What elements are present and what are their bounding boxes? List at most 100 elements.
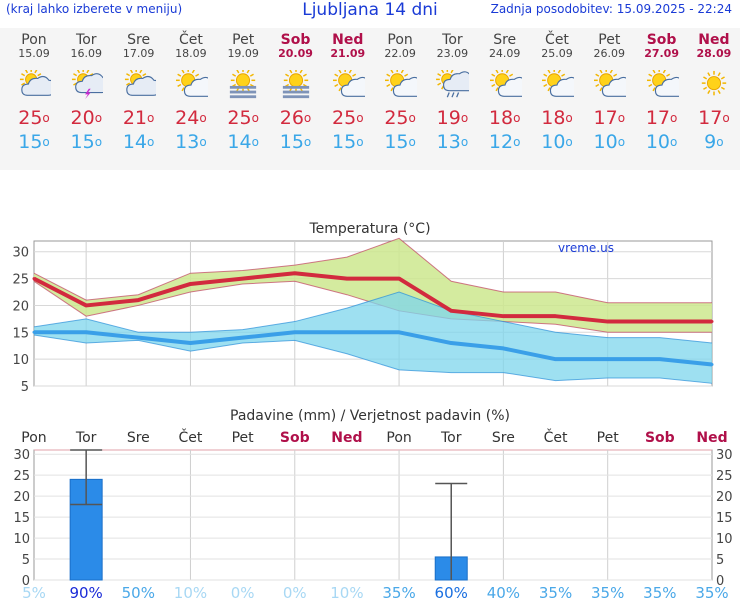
sun-cloud-icon xyxy=(594,70,627,97)
temp-min-value: 12 xyxy=(488,131,514,153)
temp-min-value: 15 xyxy=(279,131,304,153)
probability-label: 50% xyxy=(122,584,155,600)
temp-min: 15o xyxy=(384,131,416,153)
temp-min: 10o xyxy=(593,131,626,153)
temp-min: 13o xyxy=(436,131,469,153)
temp-max: 26o xyxy=(279,107,312,129)
temp-max-value: 25 xyxy=(227,107,252,129)
chart-title: Padavine (mm) / Verjetnost padavin (%) xyxy=(230,408,510,424)
y-tick-label-left: 25 xyxy=(13,469,30,484)
day-name: Ned xyxy=(698,32,730,48)
temp-min: 10o xyxy=(645,131,678,153)
probability-label: 35% xyxy=(695,584,728,600)
temp-max: 19o xyxy=(436,107,469,129)
chart-title: Temperatura (°C) xyxy=(308,221,430,237)
x-tick-label: Sre xyxy=(492,430,515,446)
temp-point xyxy=(658,320,662,324)
temp-min: 15o xyxy=(279,131,312,153)
y-tick-label: 5 xyxy=(21,380,29,395)
min-range-band xyxy=(34,292,712,384)
cloudy-sun-icon xyxy=(124,70,156,96)
temp-max-value: 19 xyxy=(436,107,461,129)
day-column[interactable]: Tor 23.09 19o 13o xyxy=(426,28,478,154)
day-name: Čet xyxy=(545,32,569,48)
temp-max-value: 18 xyxy=(541,107,566,129)
x-tick-label: Sob xyxy=(280,430,310,446)
day-column[interactable]: Pon 22.09 25o 15o xyxy=(374,28,426,154)
temp-point xyxy=(449,309,453,313)
temp-max: 17o xyxy=(645,107,678,129)
day-column[interactable]: Sob 27.09 17o 10o xyxy=(636,28,688,154)
y-tick-label-left: 0 xyxy=(22,574,30,589)
day-column[interactable]: Ned 21.09 25o 15o xyxy=(322,28,374,154)
x-tick-label: Čet xyxy=(544,428,568,446)
day-date: 22.09 xyxy=(384,47,416,60)
day-column[interactable]: Sre 17.09 21o 14o xyxy=(113,28,165,154)
watermark: vreme.us xyxy=(558,241,614,255)
temp-point xyxy=(345,330,349,334)
menu-hint[interactable]: (kraj lahko izberete v meniju) xyxy=(6,2,183,16)
y-tick-label-right: 0 xyxy=(716,574,724,589)
temp-point xyxy=(397,277,401,281)
day-date: 16.09 xyxy=(70,47,103,60)
sun-cloud-icon xyxy=(646,70,679,97)
temp-point xyxy=(188,341,192,345)
probability-label: 35% xyxy=(591,584,624,600)
temp-min-value: 9 xyxy=(704,131,717,153)
day-column[interactable]: Sob 20.09 26o 15o xyxy=(270,28,322,154)
day-name: Tor xyxy=(76,32,97,48)
temp-max: 25o xyxy=(384,107,416,129)
x-tick-label: Sre xyxy=(127,430,150,446)
sun-cloud-icon xyxy=(489,70,522,97)
day-name: Sob xyxy=(280,32,311,48)
probability-label: 10% xyxy=(330,584,363,600)
day-column[interactable]: Čet 25.09 18o 10o xyxy=(531,28,583,154)
day-column[interactable]: Pet 19.09 25o 14o xyxy=(217,28,269,154)
day-column[interactable]: Sre 24.09 18o 12o xyxy=(479,28,531,154)
x-tick-label: Čet xyxy=(179,428,203,446)
probability-label: 0% xyxy=(231,584,255,600)
probability-label: 35% xyxy=(539,584,572,600)
x-tick-label: Ned xyxy=(696,430,727,446)
sun-fog-icon xyxy=(282,70,309,99)
temp-point xyxy=(84,330,88,334)
header-bar: (kraj lahko izberete v meniju) Ljubljana… xyxy=(0,0,740,22)
last-updated: Zadnja posodobitev: 15.09.2025 - 22:24 xyxy=(490,2,732,16)
day-column[interactable]: Ned 28.09 17o 9o xyxy=(688,28,740,154)
sun-rain-icon xyxy=(436,70,470,98)
y-tick-label-right: 30 xyxy=(716,448,733,463)
temp-point xyxy=(449,341,453,345)
day-column[interactable]: Pet 26.09 17o 10o xyxy=(583,28,635,154)
y-tick-label: 10 xyxy=(12,353,29,368)
day-date: 17.09 xyxy=(122,47,155,60)
y-tick-label-right: 5 xyxy=(716,553,724,568)
temp-point xyxy=(397,330,401,334)
temp-min-value: 13 xyxy=(175,131,200,153)
y-tick-label: 20 xyxy=(12,299,29,314)
temp-max-value: 25 xyxy=(384,107,409,129)
day-name: Pet xyxy=(232,32,255,48)
temp-max-value: 26 xyxy=(279,107,304,129)
temp-point xyxy=(606,357,610,361)
temp-min-value: 10 xyxy=(645,131,671,153)
x-tick-label: Pet xyxy=(597,430,620,446)
x-tick-label: Tor xyxy=(75,430,97,446)
day-column[interactable]: Tor 16.09 20o 15o xyxy=(60,28,112,154)
temp-point xyxy=(501,314,505,318)
day-date: 19.09 xyxy=(227,47,259,60)
temp-min-value: 14 xyxy=(122,131,148,153)
probability-label: 60% xyxy=(435,584,468,600)
day-column[interactable]: Čet 18.09 24o 13o xyxy=(165,28,217,154)
probability-label: 10% xyxy=(174,584,207,600)
precipitation-chart: Padavine (mm) / Verjetnost padavin (%) Po… xyxy=(13,408,733,600)
temp-min: 12o xyxy=(488,131,521,153)
temperature-chart: Temperatura (°C) 5 10 15 20 25 30 vreme.us xyxy=(12,221,714,395)
band-upper-line xyxy=(33,291,713,344)
y-tick-label: 25 xyxy=(12,273,29,288)
max-range-band xyxy=(34,238,712,333)
temp-point xyxy=(293,330,297,334)
temp-point xyxy=(84,303,88,307)
day-column[interactable]: Pon 15.09 25o 15o xyxy=(8,28,60,154)
temp-point xyxy=(554,357,558,361)
temp-max: 17o xyxy=(698,107,730,129)
